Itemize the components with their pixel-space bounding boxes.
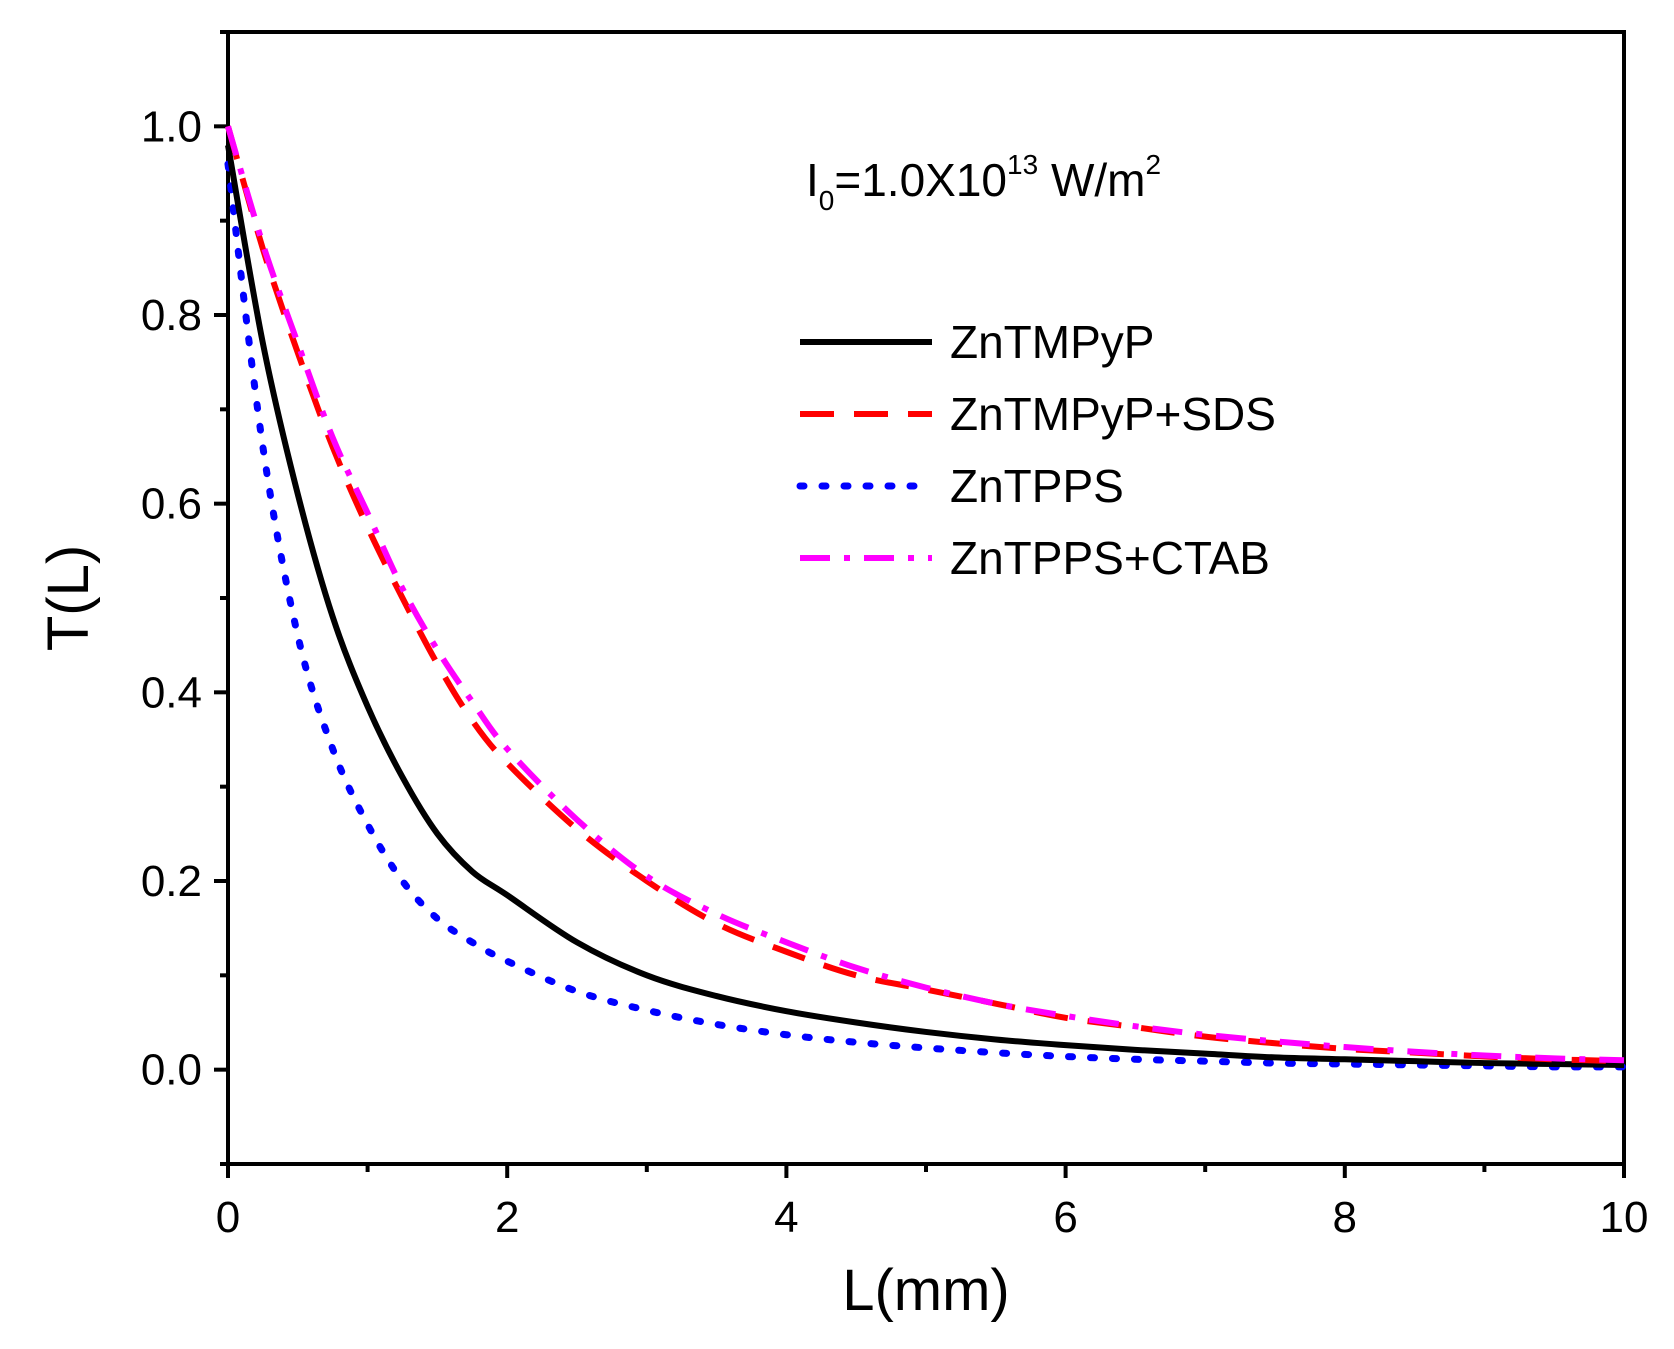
y-tick-label: 0.4 [141,668,202,717]
x-tick-label: 2 [495,1193,519,1242]
annotation-sub: 0 [819,185,835,216]
legend-label: ZnTPPS [950,460,1124,512]
legend: ZnTMPyP ZnTMPyP+SDS ZnTPPS ZnTPPS+CTAB [796,316,1276,584]
series-line-zntmpyp-sds [225,125,1625,1065]
legend-label: ZnTMPyP+SDS [950,388,1276,440]
x-tick-label: 0 [216,1193,240,1242]
legend-label: ZnTPPS+CTAB [950,532,1270,584]
y-tick-label: 0.0 [141,1046,202,1095]
x-tick-label: 4 [774,1193,798,1242]
ticks [214,30,1626,1178]
y-tick-label: 0.6 [141,480,202,529]
annotation-base: I [806,154,819,206]
intensity-annotation: I0=1.0X1013 W/m2 [806,149,1161,216]
series-line-zntpps [224,160,1628,1071]
annotation-mid: =1.0X10 [834,154,1007,206]
annotation-unit: W/m [1038,154,1145,206]
series-line-zntmpyp [225,144,1625,1068]
series-line-zntpps-ctab [225,125,1625,1064]
x-axis-title: L(mm) [842,1258,1010,1323]
x-tick-label: 8 [1333,1193,1357,1242]
y-tick-label: 1.0 [141,102,202,151]
y-axis-title: T(L) [36,545,101,651]
annotation-sup: 13 [1007,149,1038,180]
y-tick-label: 0.8 [141,291,202,340]
legend-label: ZnTMPyP [950,316,1154,368]
y-tick-label: 0.2 [141,857,202,906]
tick-labels: 0 2 4 6 8 10 0.0 0.2 0.4 0.6 0.8 1.0 [141,102,1649,1242]
annotation-unit-sup: 2 [1145,149,1161,180]
x-tick-label: 6 [1053,1193,1077,1242]
x-tick-label: 10 [1600,1193,1649,1242]
series-lines [224,125,1628,1071]
